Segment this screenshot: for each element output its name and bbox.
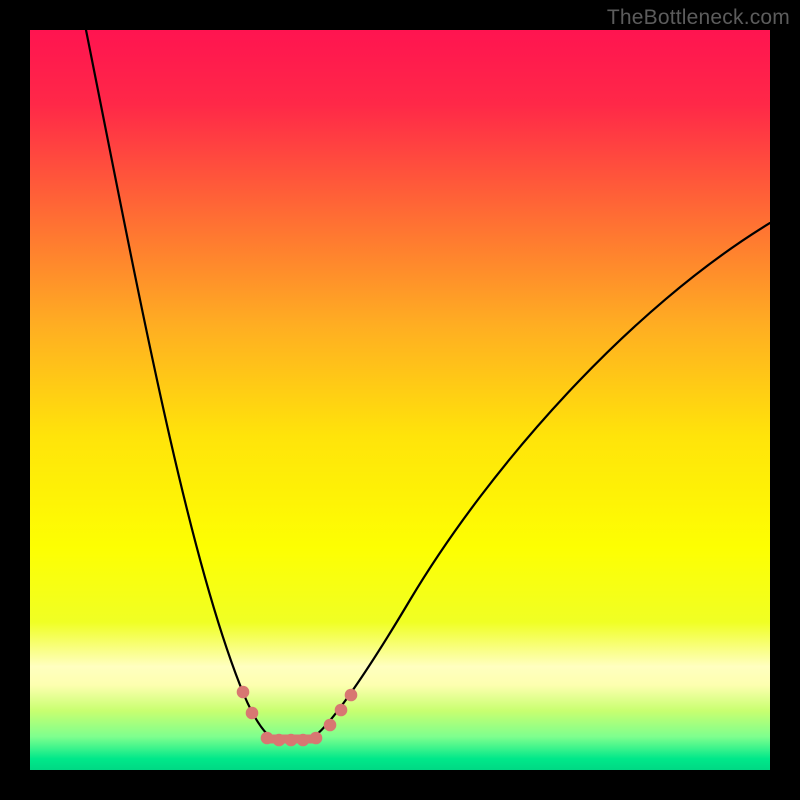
marker-dot bbox=[237, 686, 250, 699]
plot-area bbox=[30, 30, 770, 770]
marker-dot bbox=[335, 704, 348, 717]
marker-dot bbox=[285, 734, 298, 747]
marker-dot bbox=[345, 689, 358, 702]
marker-dot bbox=[273, 734, 286, 747]
marker-dot bbox=[324, 719, 337, 732]
marker-dot bbox=[261, 732, 274, 745]
marker-dot bbox=[246, 707, 259, 720]
watermark-text: TheBottleneck.com bbox=[607, 6, 790, 30]
chart-svg bbox=[30, 30, 770, 770]
marker-dot bbox=[310, 732, 323, 745]
outer-frame: TheBottleneck.com bbox=[0, 0, 800, 800]
marker-dot bbox=[297, 734, 310, 747]
gradient-background bbox=[30, 30, 770, 770]
